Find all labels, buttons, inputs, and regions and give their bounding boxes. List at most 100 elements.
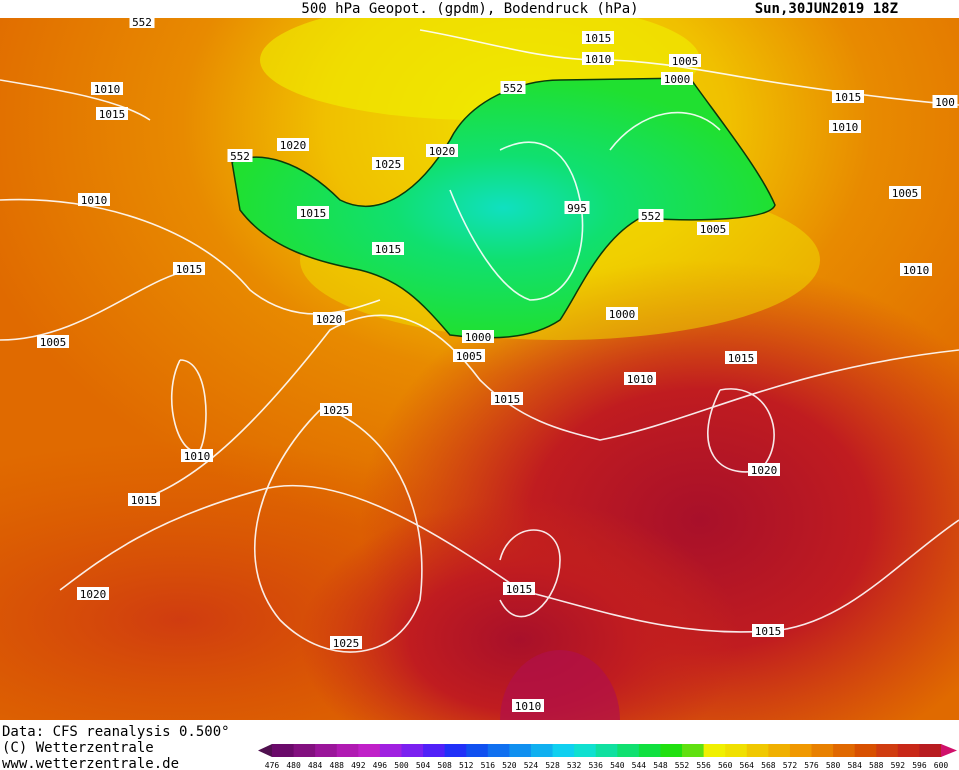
scale-label: 528 (545, 761, 560, 770)
isobar-label: 1010 (515, 700, 542, 713)
isobar-label: 1015 (755, 625, 782, 638)
label-box (320, 403, 352, 416)
label-box (638, 209, 664, 222)
title: 500 hPa Geopot. (gpdm), Bodendruck (hPa) (301, 1, 638, 17)
isobar-label: 1020 (280, 139, 307, 152)
contour-552 (231, 77, 776, 339)
label-box (453, 349, 485, 362)
isobar-label: 1000 (664, 73, 691, 86)
scale-label: 492 (351, 761, 366, 770)
scale-box (617, 744, 640, 757)
isobar-label: 1015 (176, 263, 203, 276)
scale-label: 564 (740, 761, 755, 770)
scale-box (466, 744, 489, 757)
scale-box (897, 744, 920, 757)
isobar-label: 1015 (728, 352, 755, 365)
isobar-label: 1005 (672, 55, 699, 68)
isobar-labels: 552 1015 1010 1005 1000 552 1010 1015 1015 1010 10… (37, 16, 958, 713)
scale-box (660, 744, 683, 757)
scale-label: 592 (891, 761, 906, 770)
scale-box (725, 744, 748, 757)
scale-label: 500 (394, 761, 409, 770)
isobar-label: 1010 (184, 450, 211, 463)
scale-box (552, 744, 575, 757)
label-box (582, 52, 614, 65)
label-box (426, 144, 458, 157)
isobar-label: 995 (567, 202, 587, 215)
isobar-label: 1015 (375, 243, 402, 256)
scale-box (854, 744, 877, 757)
scale-box (401, 744, 424, 757)
label-box (582, 31, 614, 44)
url: www.wetterzentrale.de (2, 756, 179, 770)
label-box (624, 372, 656, 385)
isobar-label: 1005 (456, 350, 483, 363)
label-box (91, 82, 123, 95)
isobar-label: 1025 (333, 637, 360, 650)
label-box (96, 107, 128, 120)
scale-label: 584 (847, 761, 862, 770)
scale-label: 484 (308, 761, 323, 770)
scale-label: 532 (567, 761, 582, 770)
label-box (78, 193, 110, 206)
isobar-label: 1015 (506, 583, 533, 596)
isobar-label: 1005 (40, 336, 67, 349)
scale-label: 504 (416, 761, 431, 770)
scale-label: 580 (826, 761, 841, 770)
scale-box (574, 744, 597, 757)
label-box (181, 449, 213, 462)
scale-box (789, 744, 813, 757)
scale-label: 560 (718, 761, 733, 770)
scale-box (833, 744, 856, 757)
isobar-label: 1005 (700, 223, 727, 236)
color-scale: 476 480 484 488 492 496 500 504 508 512 516 520 524 5… (258, 744, 957, 770)
label-box (606, 307, 638, 320)
scale-label: 536 (588, 761, 603, 770)
scale-box (746, 744, 769, 757)
isobar-label: 1010 (94, 83, 121, 96)
label-box (725, 351, 757, 364)
label-box (128, 493, 160, 506)
label-box (372, 157, 404, 170)
scale-label: 600 (934, 761, 949, 770)
label-box (564, 201, 590, 214)
scale-label: 512 (459, 761, 474, 770)
scale-label: 508 (437, 761, 452, 770)
label-box (129, 18, 155, 28)
label-box (669, 54, 701, 67)
scale-arrow (258, 744, 272, 757)
scale-box (358, 744, 381, 757)
scale-box (876, 744, 899, 757)
label-box (77, 587, 109, 600)
scale-box (315, 744, 338, 757)
label-box (372, 242, 404, 255)
label-box (748, 463, 780, 476)
source: Data: CFS reanalysis 0.500° (2, 724, 230, 740)
scale-label: 544 (632, 761, 647, 770)
isobar-label: 1015 (835, 91, 862, 104)
header-band (0, 0, 959, 18)
scale-box (336, 744, 359, 757)
isobar-label: 1025 (375, 158, 402, 171)
isobar-label: 1015 (99, 108, 126, 121)
scale-label: 488 (330, 761, 345, 770)
label-box (297, 206, 329, 219)
label-box (277, 138, 309, 151)
isobar-label: 1015 (131, 494, 158, 507)
label-box (503, 582, 535, 595)
label-box (752, 624, 784, 637)
scale-label: 576 (804, 761, 819, 770)
scale-box (682, 744, 705, 757)
isobar-label: 1010 (585, 53, 612, 66)
label-box (173, 262, 205, 275)
date: Sun,30JUN2019 18Z (755, 1, 898, 17)
scale-label: 596 (912, 761, 927, 770)
label-box (900, 263, 932, 276)
isobar-label: 552 (132, 16, 152, 29)
isobar-label: 1015 (300, 207, 327, 220)
isobar-label: 1020 (429, 145, 456, 158)
scale-label: 480 (286, 761, 301, 770)
label-box (661, 72, 693, 85)
